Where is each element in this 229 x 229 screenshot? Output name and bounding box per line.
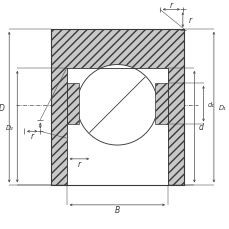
Polygon shape bbox=[50, 30, 183, 185]
Polygon shape bbox=[66, 69, 167, 185]
Text: d₁: d₁ bbox=[207, 101, 214, 107]
Text: d: d bbox=[198, 123, 202, 132]
Text: r: r bbox=[30, 131, 34, 140]
Circle shape bbox=[77, 65, 157, 145]
Text: r: r bbox=[188, 16, 191, 25]
Polygon shape bbox=[155, 84, 167, 125]
Text: r: r bbox=[77, 159, 81, 168]
Polygon shape bbox=[66, 84, 79, 125]
Text: D₁: D₁ bbox=[218, 105, 225, 111]
Text: B: B bbox=[114, 205, 119, 214]
Text: D₂: D₂ bbox=[5, 124, 13, 130]
Text: D: D bbox=[0, 103, 5, 112]
Text: r: r bbox=[169, 1, 172, 10]
